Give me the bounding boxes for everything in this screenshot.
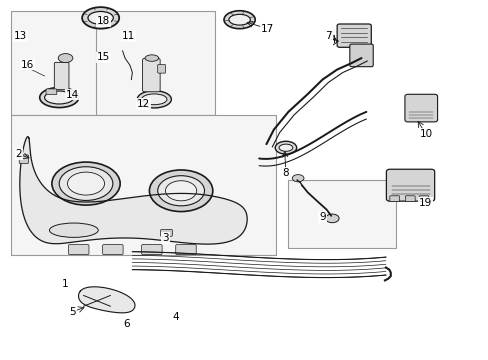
Text: 13: 13 (14, 31, 27, 41)
FancyBboxPatch shape (102, 244, 123, 255)
Ellipse shape (224, 11, 255, 29)
Text: 12: 12 (136, 99, 149, 109)
Polygon shape (20, 137, 246, 244)
Text: 8: 8 (282, 168, 289, 178)
Ellipse shape (228, 14, 250, 25)
Text: 9: 9 (319, 212, 325, 222)
Ellipse shape (58, 54, 73, 63)
FancyBboxPatch shape (142, 58, 160, 92)
Text: 17: 17 (261, 24, 274, 34)
Ellipse shape (165, 181, 196, 201)
Ellipse shape (149, 170, 212, 212)
Text: 1: 1 (61, 279, 68, 289)
Text: 14: 14 (66, 90, 80, 100)
FancyBboxPatch shape (54, 62, 69, 90)
Ellipse shape (145, 55, 158, 61)
Text: 5: 5 (69, 307, 76, 316)
Ellipse shape (44, 91, 74, 104)
Ellipse shape (88, 12, 113, 24)
Text: 3: 3 (162, 233, 168, 243)
Bar (11, 12, 107, 116)
Ellipse shape (104, 300, 111, 305)
Ellipse shape (142, 94, 166, 105)
FancyBboxPatch shape (175, 244, 196, 255)
FancyBboxPatch shape (389, 196, 399, 202)
Ellipse shape (52, 162, 120, 205)
FancyBboxPatch shape (158, 64, 165, 73)
Ellipse shape (279, 144, 292, 151)
FancyBboxPatch shape (336, 24, 370, 47)
Text: 11: 11 (122, 31, 135, 41)
Ellipse shape (411, 103, 429, 116)
FancyBboxPatch shape (142, 244, 162, 255)
Polygon shape (79, 287, 135, 313)
Ellipse shape (123, 302, 130, 307)
Ellipse shape (67, 172, 104, 195)
FancyBboxPatch shape (19, 155, 28, 163)
Text: 6: 6 (123, 319, 129, 329)
FancyBboxPatch shape (405, 196, 414, 202)
FancyBboxPatch shape (386, 169, 434, 201)
Bar (96, 12, 215, 116)
FancyBboxPatch shape (68, 244, 89, 255)
Text: 15: 15 (96, 52, 109, 62)
Ellipse shape (40, 87, 79, 108)
Ellipse shape (325, 214, 338, 223)
Text: 10: 10 (419, 129, 431, 139)
Bar (288, 180, 395, 248)
Text: 19: 19 (418, 198, 431, 208)
FancyBboxPatch shape (418, 196, 428, 202)
Ellipse shape (137, 91, 171, 108)
Ellipse shape (292, 175, 304, 182)
Ellipse shape (81, 298, 90, 305)
Ellipse shape (82, 7, 119, 29)
Text: 7: 7 (325, 31, 331, 41)
Bar (11, 116, 276, 255)
FancyBboxPatch shape (349, 44, 372, 67)
Text: 16: 16 (21, 59, 34, 69)
FancyBboxPatch shape (160, 229, 172, 236)
Text: 4: 4 (172, 312, 178, 322)
Ellipse shape (158, 176, 204, 206)
Ellipse shape (59, 167, 113, 201)
FancyBboxPatch shape (46, 89, 57, 95)
FancyBboxPatch shape (404, 94, 437, 122)
Text: 18: 18 (96, 17, 109, 27)
Ellipse shape (49, 223, 98, 237)
Ellipse shape (275, 141, 296, 154)
Text: 2: 2 (16, 149, 22, 159)
